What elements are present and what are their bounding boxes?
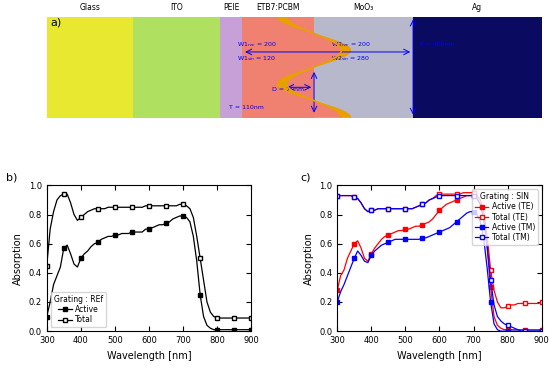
Y-axis label: Absorption: Absorption [13,232,23,285]
Text: D = 70nm: D = 70nm [272,87,304,92]
Text: W1$_{rec}$ = 200: W1$_{rec}$ = 200 [238,40,277,49]
Text: Glass: Glass [80,3,101,11]
Bar [133,17,220,118]
Legend: Active (TE), Total (TE), Active (TM), Total (TM): Active (TE), Total (TE), Active (TM), To… [472,189,538,245]
Bar [220,17,242,118]
X-axis label: Wavelength [nm]: Wavelength [nm] [107,350,191,361]
Bar [314,17,413,118]
Legend: Active, Total: Active, Total [51,292,106,327]
Polygon shape [242,17,341,118]
Bar [413,17,542,118]
Text: W2$_{rec}$ = 200: W2$_{rec}$ = 200 [331,40,371,49]
Bar [242,17,314,118]
Text: a): a) [51,18,62,28]
Text: ITO: ITO [170,3,183,11]
Text: Ag: Ag [472,3,482,11]
Text: T = 110nm: T = 110nm [229,105,264,110]
Bar [47,17,133,118]
Text: W1$_{sin}$ = 120: W1$_{sin}$ = 120 [238,55,277,64]
Text: P = 400nm: P = 400nm [421,43,455,47]
X-axis label: Wavelength [nm]: Wavelength [nm] [397,350,482,361]
Y-axis label: Absorption: Absorption [304,232,313,285]
Text: MoO₃: MoO₃ [354,3,373,11]
Text: b): b) [6,172,17,182]
Text: ETB7:PCBM: ETB7:PCBM [256,3,300,11]
Text: c): c) [300,172,311,182]
Text: PEIE: PEIE [223,3,239,11]
Polygon shape [277,17,351,118]
Text: W2$_{sin}$ = 280: W2$_{sin}$ = 280 [331,55,371,64]
